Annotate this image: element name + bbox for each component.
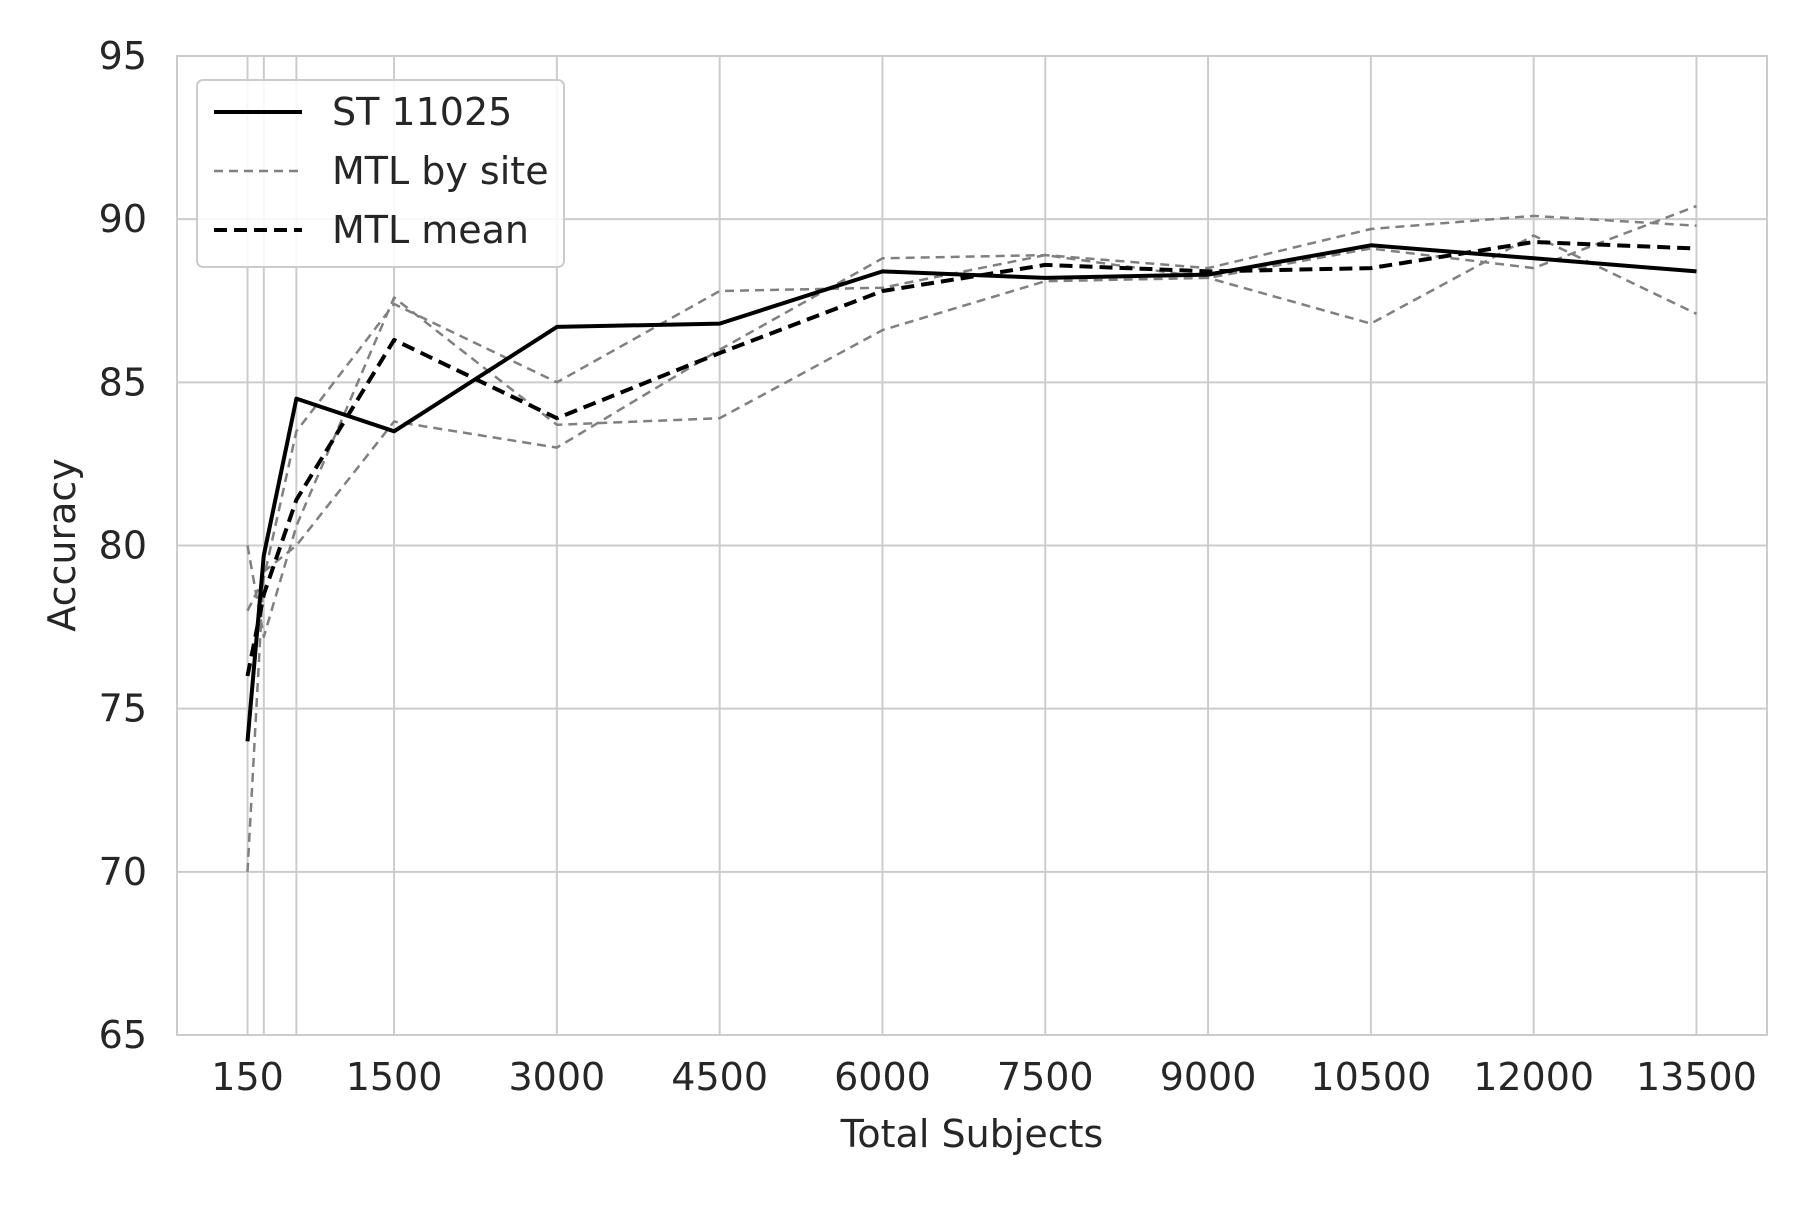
series-line-st-11025: [245, 243, 1697, 742]
series-group: [245, 204, 1698, 872]
y-tick-label: 70: [99, 850, 147, 894]
x-tick-label: 1500: [346, 1055, 443, 1099]
series-line-mtl-site-2: [246, 234, 1698, 612]
series-line-mtl-site-3: [246, 214, 1697, 872]
x-tick-label: 4500: [671, 1055, 768, 1099]
legend-label-st-11025: ST 11025: [332, 90, 512, 134]
legend-label-mtl-by-site: MTL by site: [332, 149, 549, 193]
x-tick-label: 12000: [1473, 1055, 1594, 1099]
y-tick-label: 75: [99, 687, 147, 731]
x-tick-label: 6000: [834, 1055, 931, 1099]
x-tick-label: 150: [211, 1055, 284, 1099]
y-tick-label: 95: [99, 34, 147, 78]
legend-label-mtl-mean: MTL mean: [332, 208, 529, 252]
x-tick-label: 7500: [997, 1055, 1094, 1099]
y-tick-label: 85: [99, 360, 147, 404]
y-tick-label: 65: [99, 1013, 147, 1057]
plot-frame: [176, 55, 1768, 1036]
series-line-mtl-mean: [245, 240, 1697, 677]
x-tick-label: 13500: [1636, 1055, 1757, 1099]
x-tick-label: 10500: [1310, 1055, 1431, 1099]
legend-frame: [196, 79, 565, 268]
y-axis-label: Accuracy: [40, 458, 84, 632]
series-line-mtl-by-site: [246, 204, 1697, 639]
x-axis-label: Total Subjects: [840, 1112, 1104, 1156]
x-tick-label: 9000: [1160, 1055, 1257, 1099]
y-tick-label: 90: [99, 197, 147, 241]
x-tick-label: 3000: [509, 1055, 606, 1099]
tick-labels: 65 70 75 80 85 90 95 150 1500 3000 4500 6000 7500 900…: [99, 34, 1757, 1099]
y-tick-label: 80: [99, 524, 147, 568]
legend: ST 11025 MTL by site MTL mean: [196, 79, 565, 268]
